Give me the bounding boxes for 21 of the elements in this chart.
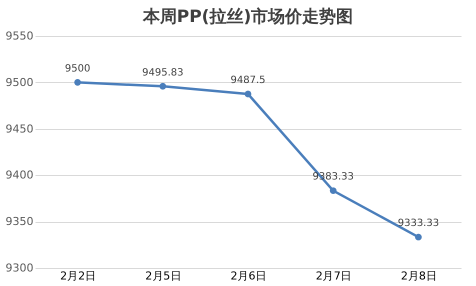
- y-tick-label: 9550: [6, 30, 34, 42]
- data-label: 9487.5: [230, 75, 266, 86]
- y-tick-label: 9400: [6, 168, 34, 182]
- y-tick-label: 9450: [6, 122, 34, 136]
- chart-title: 本周PP(拉丝)市场价走势图: [142, 7, 354, 27]
- x-tick-label: 2月7日: [316, 270, 352, 282]
- point: [74, 79, 81, 86]
- y-tick-label: 9300: [6, 262, 34, 274]
- x-tick-label: 2月8日: [400, 270, 437, 282]
- y-tick-label: 9500: [6, 76, 34, 89]
- point: [330, 187, 337, 194]
- y-tick-label: 9350: [6, 215, 34, 228]
- data-label: 9500: [64, 63, 90, 74]
- point: [244, 90, 252, 98]
- x-tick-label: 2月6日: [230, 270, 266, 282]
- data-label: 9333.33: [398, 218, 440, 230]
- x-tick-label: 2月2日: [60, 270, 96, 282]
- point: [415, 234, 422, 240]
- x-tick-label: 2月5日: [145, 270, 182, 282]
- data-label: 9495.83: [142, 67, 184, 78]
- point: [159, 82, 166, 90]
